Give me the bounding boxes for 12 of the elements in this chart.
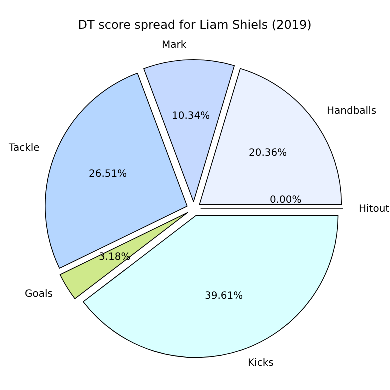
data-label: 39.61%	[205, 291, 244, 302]
text: 0.00%	[270, 195, 302, 206]
data-label: 10.34%	[172, 111, 210, 122]
slice-label: Tackle	[8, 143, 40, 154]
slice-label: Mark	[162, 40, 187, 51]
slice-label: Goals	[25, 289, 53, 300]
slice-label: Handballs	[327, 106, 377, 117]
category-label: Hitout	[359, 204, 390, 215]
slice-label: Kicks	[248, 358, 274, 369]
data-label: 20.36%	[249, 148, 288, 159]
chart-title: DT score spread for Liam Shiels (2019)	[78, 18, 312, 32]
data-label: 26.51%	[89, 169, 128, 180]
